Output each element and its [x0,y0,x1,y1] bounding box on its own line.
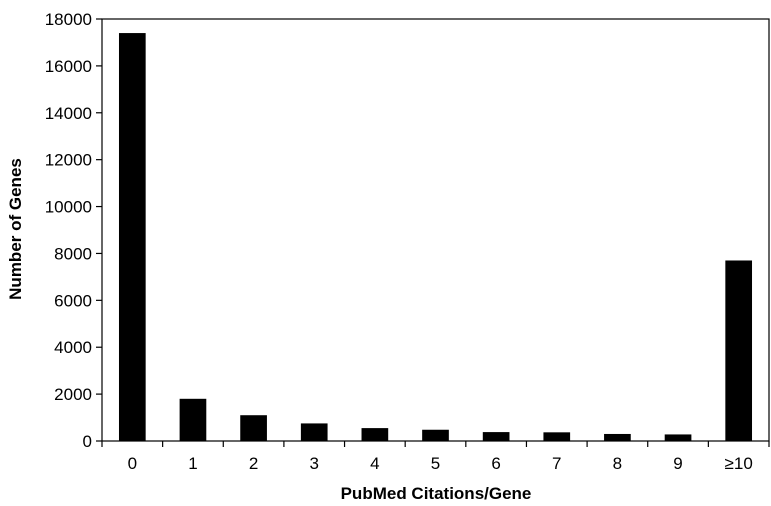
y-tick-label: 2000 [54,385,92,404]
bar-4 [361,428,389,441]
x-tick-label: 2 [249,454,258,473]
y-axis-title: Number of Genes [6,158,25,300]
plot-border [101,18,770,442]
x-tick-label: 3 [309,454,318,473]
x-tick-label: 7 [552,454,561,473]
y-tick-label: 4000 [54,338,92,357]
y-tick-label: 10000 [45,198,92,217]
x-tick-label: 4 [370,454,379,473]
y-tick-label: 12000 [45,151,92,170]
x-tick-label: ≥10 [725,454,753,473]
bar-2 [240,415,267,441]
x-tick-label: 0 [128,454,137,473]
y-tick-label: 18000 [45,10,92,29]
bar-5 [422,429,449,441]
x-tick-label: 5 [431,454,440,473]
y-tick-label: 0 [83,432,92,451]
x-tick-label: 8 [613,454,622,473]
x-axis-title: PubMed Citations/Gene [341,484,532,503]
bar-7 [543,432,571,441]
y-tick-label: 6000 [54,291,92,310]
x-tick-label: 1 [188,454,197,473]
y-tick-label: 16000 [45,57,92,76]
bar-≥10 [725,260,753,441]
y-axis-ticks: 0 2000 4000 6000 8000 10000 12000 14000 16000 180… [45,10,102,451]
y-tick-label: 8000 [54,244,92,263]
bar-3 [300,423,328,441]
y-tick-label: 14000 [45,104,92,123]
x-tick-label: 6 [491,454,500,473]
bar-0 [118,33,146,442]
bars [118,33,753,442]
bar-9 [664,434,692,441]
bar-6 [482,432,510,441]
x-tick-label: 9 [673,454,682,473]
plot-frame [101,18,770,442]
x-axis-ticks: 0 1 2 3 4 5 6 7 8 9 ≥10 [101,441,770,473]
bar-8 [604,433,631,441]
bar-1 [179,398,207,441]
